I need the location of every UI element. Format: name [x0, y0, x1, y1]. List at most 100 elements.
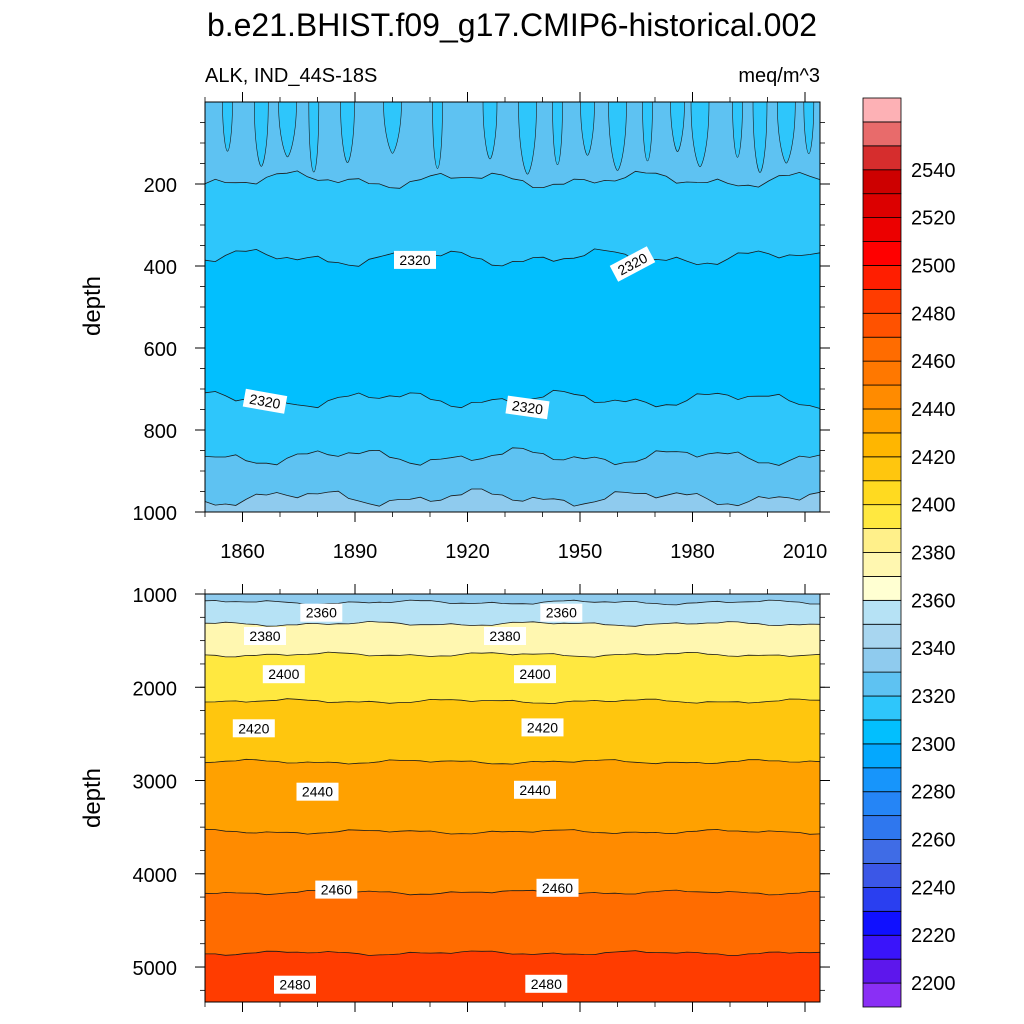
contour-label: 2380 [244, 627, 286, 645]
colorbar-swatch [862, 719, 902, 745]
contour-label-text: 2320 [399, 252, 430, 268]
x-tick-label: 1890 [333, 541, 378, 563]
plot-frame [204, 593, 821, 1003]
y-tick-label: 400 [144, 257, 177, 279]
contour-band [205, 950, 820, 1002]
contour-label-text: 2380 [489, 628, 520, 644]
contour-line [204, 620, 821, 627]
contour-label: 2480 [274, 975, 316, 994]
contour-label-box [525, 974, 568, 993]
y-tick-label: 2000 [133, 678, 178, 700]
contour-label-text: 2440 [519, 782, 550, 798]
contour-label: 2440 [514, 780, 556, 799]
colorbar-swatch [862, 815, 902, 840]
contour-label-box [242, 388, 288, 414]
colorbar-label: 2400 [911, 495, 956, 517]
contour-band [205, 248, 820, 409]
contour-label-text: 2400 [268, 666, 299, 682]
colorbar-swatch [862, 360, 902, 386]
surface-contour [608, 101, 627, 171]
colorbar-label: 2480 [911, 303, 956, 325]
colorbar-swatch [862, 863, 902, 888]
y-tick-label: 1000 [133, 585, 178, 607]
colorbar-swatch [862, 958, 902, 984]
colorbar-label: 2460 [911, 351, 956, 373]
contour-label-box [232, 719, 275, 738]
colorbar-swatch [862, 982, 902, 1008]
contour-label: 2400 [262, 665, 305, 684]
contour-label-box [540, 603, 583, 622]
surface-contour [482, 101, 498, 160]
contour-label-text: 2320 [511, 397, 544, 417]
contour-band [205, 759, 820, 835]
chart-title: b.e21.BHIST.f09_g17.CMIP6-historical.002 [207, 7, 817, 43]
colorbar-swatch [862, 647, 902, 673]
contour-label-box [609, 246, 656, 282]
contour-label: 2480 [525, 974, 568, 993]
y-tick-label: 5000 [133, 958, 178, 980]
colorbar-swatch [862, 528, 902, 553]
contour-label: 2460 [315, 880, 358, 899]
contour-label: 2320 [394, 250, 436, 269]
contour-band [205, 698, 820, 765]
contour-label: 2320 [242, 388, 288, 414]
surface-contour [432, 101, 443, 169]
colorbar-label: 2200 [911, 973, 956, 995]
contour-label-box [296, 782, 339, 801]
contour-label-text: 2460 [321, 882, 352, 898]
colorbar-swatch [862, 97, 902, 123]
contour-label: 2460 [536, 878, 579, 897]
colorbar-swatch [862, 623, 902, 649]
contour-band [205, 652, 820, 704]
colorbar: 2540 2520 2500 2480 2460 2440 2420 2400 2380 2360… [862, 97, 956, 1008]
contour-label-box [244, 627, 286, 645]
colorbar-swatch [862, 886, 902, 912]
contour-label: 2420 [521, 718, 564, 737]
colorbar-swatch [862, 576, 902, 601]
surface-contour [278, 101, 297, 158]
surface-contour [222, 101, 233, 152]
colorbar-swatch [862, 241, 902, 266]
colorbar-swatch [862, 767, 902, 793]
surface-contour [518, 101, 537, 175]
colorbar-swatch [862, 671, 902, 697]
colorbar-swatch [862, 695, 902, 721]
colorbar-label: 2380 [911, 543, 956, 565]
colorbar-label: 2540 [911, 160, 956, 182]
surface-contour [552, 101, 563, 166]
colorbar-swatch [862, 384, 902, 410]
contour-label-text: 2320 [248, 391, 282, 412]
colorbar-swatch [862, 121, 902, 147]
surface-contour [340, 101, 355, 164]
colorbar-swatch [862, 265, 902, 290]
contour-line [204, 889, 821, 896]
colorbar-label: 2520 [911, 208, 956, 230]
colorbar-label: 2440 [911, 399, 956, 421]
colorbar-label: 2280 [911, 782, 956, 804]
contour-label-text: 2480 [531, 976, 562, 992]
x-tick-label: 2010 [783, 541, 828, 563]
x-tick-label: 1860 [220, 541, 265, 563]
colorbar-swatch [862, 312, 902, 338]
y-tick-label: 3000 [133, 772, 178, 794]
colorbar-label: 2420 [911, 447, 956, 469]
colorbar-swatch [862, 552, 902, 577]
colorbar-label: 2500 [911, 255, 956, 277]
surface-contour [670, 101, 685, 152]
contour-label-text: 2420 [238, 720, 269, 736]
contour-band [205, 829, 820, 895]
colorbar-swatch [862, 839, 902, 864]
contour-label-box [300, 603, 343, 622]
upper-panel: 1860 1890 1920 1950 1980 2010 200 400 600 800 100… [133, 92, 830, 563]
upper-y-axis-label: depth [79, 276, 106, 336]
contour-band [205, 170, 820, 267]
x-tick-label: 1950 [558, 541, 603, 563]
variable-region-label: ALK, IND_44S-18S [205, 65, 377, 87]
contour-label-box [505, 395, 550, 420]
contour-label-box [514, 780, 556, 799]
contour-band [205, 890, 820, 956]
contour-line [204, 248, 821, 267]
contour-label-box [521, 718, 564, 737]
lower-panel: 1000 2000 3000 4000 5000 2360 2360 2380 2380 240… [133, 584, 830, 1012]
